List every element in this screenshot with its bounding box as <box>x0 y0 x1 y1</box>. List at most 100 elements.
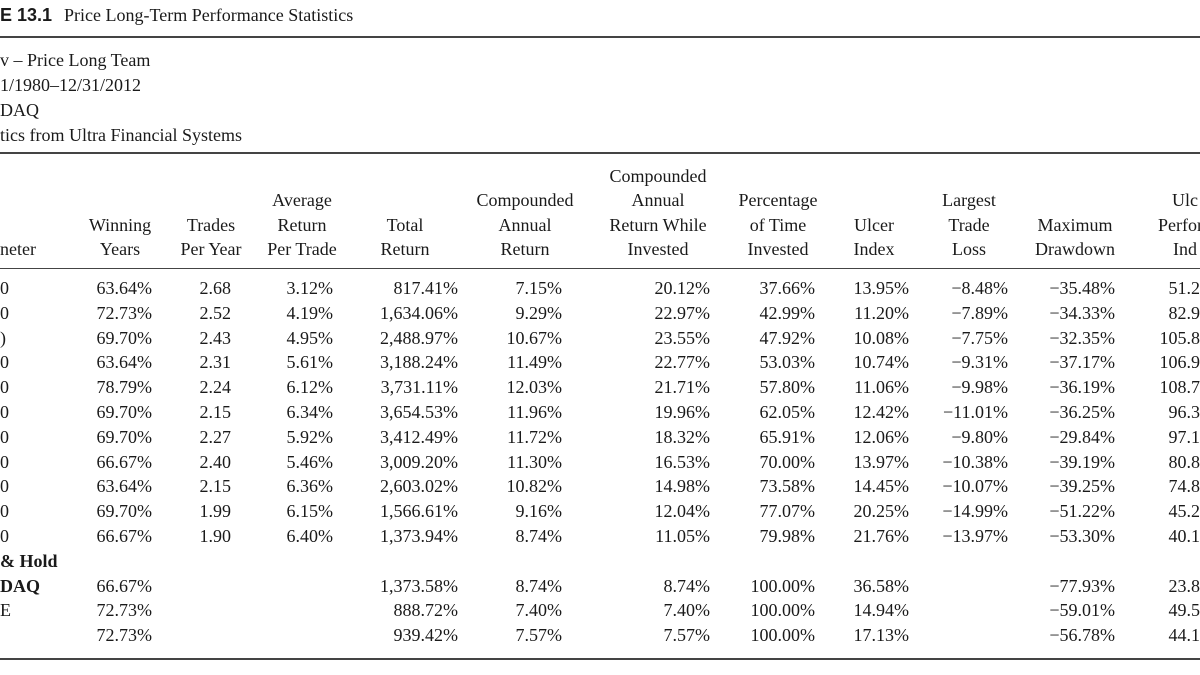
table-row: ) 69.70% 2.43 4.95% 2,488.97% 10.67% 23.55% 47.… <box>0 326 1200 351</box>
cell-ulcer: 11.20% <box>854 302 909 323</box>
cell-largest: −7.89% <box>951 302 1008 323</box>
cell-ulcer: 12.06% <box>853 426 910 447</box>
cell-total: 1,373.58% <box>380 575 458 596</box>
top-rule <box>0 36 1200 38</box>
cell-ulcer: 10.08% <box>853 327 910 348</box>
table-row: 0 78.79% 2.24 6.12% 3,731.11% 12.03% 21.71% 57.… <box>0 375 1200 400</box>
cell-maxdd: −39.25% <box>1049 476 1115 497</box>
cell-largest: −8.48% <box>951 278 1008 298</box>
cell-car: 12.03% <box>506 377 563 398</box>
column-header-avgret: Average Return Per Trade <box>267 188 337 262</box>
table-row: 0 72.73% 2.52 4.19% 1,634.06% 9.29% 22.97% 42.9… <box>0 301 1200 326</box>
cell-ulcer: 10.74% <box>853 352 910 373</box>
cell-ulcer: 14.45% <box>853 476 910 497</box>
cell-winning: 72.73% <box>96 600 153 621</box>
cell-trades: 2.52 <box>199 302 232 323</box>
cell-car: 7.40% <box>515 600 563 621</box>
cell-maxdd: −36.19% <box>1049 377 1115 398</box>
column-header-line: Perforn <box>1158 214 1200 235</box>
cell-upi: 23.8 <box>1168 575 1200 596</box>
cell-ulcer: 21.76% <box>853 525 910 546</box>
cell-car: 10.67% <box>506 327 563 348</box>
cell-largest: −14.99% <box>942 501 1008 522</box>
row-label: E <box>0 600 11 621</box>
cell-winning: 66.67% <box>96 575 153 596</box>
table-row: 0 63.64% 2.68 3.12% 817.41% 7.15% 20.12% 37.66%… <box>0 276 1200 301</box>
cell-upi: 96.3 <box>1168 401 1200 422</box>
cell-maxdd: −59.01% <box>1049 600 1115 621</box>
cell-trades: 1.99 <box>199 501 232 522</box>
cell-winning: 69.70% <box>96 501 153 522</box>
cell-carwi: 23.55% <box>654 327 711 348</box>
column-header-line: Loss <box>951 239 986 260</box>
cell-upi: 74.8 <box>1168 476 1200 497</box>
cell-upi: 49.5 <box>1168 600 1200 621</box>
cell-total: 3,654.53% <box>380 401 458 422</box>
cell-pct: 37.66% <box>759 278 816 298</box>
row-label: 0 <box>0 525 9 546</box>
cell-upi: 45.2 <box>1168 501 1200 522</box>
cell-car: 11.49% <box>507 352 562 373</box>
column-header-line: Trades <box>186 214 236 235</box>
cell-largest: −9.80% <box>951 426 1008 447</box>
cell-car: 8.74% <box>515 525 563 546</box>
column-header-line: Total <box>386 214 424 235</box>
table-row: 0 69.70% 2.27 5.92% 3,412.49% 11.72% 18.32% 65.… <box>0 425 1200 450</box>
cell-total: 1,634.06% <box>380 302 458 323</box>
cell-maxdd: −53.30% <box>1049 525 1115 546</box>
cell-carwi: 11.05% <box>655 525 710 546</box>
column-header-line: Return While <box>609 214 707 235</box>
cell-largest: −13.97% <box>942 525 1008 546</box>
cell-carwi: 20.12% <box>654 278 711 298</box>
row-label: 0 <box>0 501 9 522</box>
table-row: 0 63.64% 2.15 6.36% 2,603.02% 10.82% 14.98% 73.… <box>0 474 1200 499</box>
cell-car: 8.74% <box>515 575 563 596</box>
cell-ulcer: 17.13% <box>853 625 910 646</box>
cell-pct: 70.00% <box>759 451 816 472</box>
table-body: 0 63.64% 2.68 3.12% 817.41% 7.15% 20.12% 37.66%… <box>0 276 1200 648</box>
cell-upi: 106.9 <box>1159 352 1200 373</box>
cell-winning: 72.73% <box>96 625 153 646</box>
cell-ulcer: 11.06% <box>854 377 909 398</box>
column-header-line: Compounded <box>609 165 707 186</box>
column-header-winning: Winning Years <box>89 213 151 262</box>
cell-avgret: 6.34% <box>286 401 334 422</box>
column-header-line: Ulc <box>1171 190 1198 211</box>
cell-avgret: 4.19% <box>286 302 334 323</box>
cell-total: 2,603.02% <box>380 476 458 497</box>
meta-line-index: DAQ <box>0 100 39 120</box>
cell-car: 9.16% <box>515 501 563 522</box>
cell-pct: 73.58% <box>759 476 816 497</box>
cell-carwi: 21.71% <box>654 377 711 398</box>
cell-avgret: 4.95% <box>286 327 334 348</box>
cell-maxdd: −39.19% <box>1049 451 1115 472</box>
cell-pct: 100.00% <box>750 625 816 646</box>
cell-largest: −10.38% <box>942 451 1008 472</box>
cell-carwi: 14.98% <box>654 476 711 497</box>
cell-winning: 63.64% <box>96 278 153 298</box>
column-header-line: neter <box>0 239 36 260</box>
cell-upi: 97.1 <box>1168 426 1200 447</box>
cell-avgret: 6.36% <box>286 476 334 497</box>
cell-winning: 69.70% <box>96 327 153 348</box>
column-header-line: of Time <box>749 214 807 235</box>
cell-maxdd: −51.22% <box>1049 501 1115 522</box>
cell-total: 888.72% <box>393 600 459 621</box>
cell-carwi: 8.74% <box>663 575 711 596</box>
meta-line-system: v – Price Long Team <box>0 50 151 70</box>
cell-upi: 40.1 <box>1168 525 1200 546</box>
cell-maxdd: −29.84% <box>1049 426 1115 447</box>
cell-avgret: 5.61% <box>286 352 334 373</box>
cell-ulcer: 13.97% <box>853 451 910 472</box>
column-header-param: neter <box>0 188 36 262</box>
cell-avgret: 5.92% <box>286 426 334 447</box>
cell-carwi: 22.77% <box>654 352 711 373</box>
cell-winning: 72.73% <box>96 302 153 323</box>
row-label: DAQ <box>0 575 40 596</box>
cell-trades: 2.24 <box>199 377 232 398</box>
meta-line-source: tics from Ultra Financial Systems <box>0 125 242 145</box>
column-header-line: Ulcer <box>854 214 894 235</box>
table-title: Price Long-Term Performance Statistics <box>64 5 354 25</box>
cell-maxdd: −36.25% <box>1049 401 1115 422</box>
column-header-line: Annual <box>631 190 685 211</box>
